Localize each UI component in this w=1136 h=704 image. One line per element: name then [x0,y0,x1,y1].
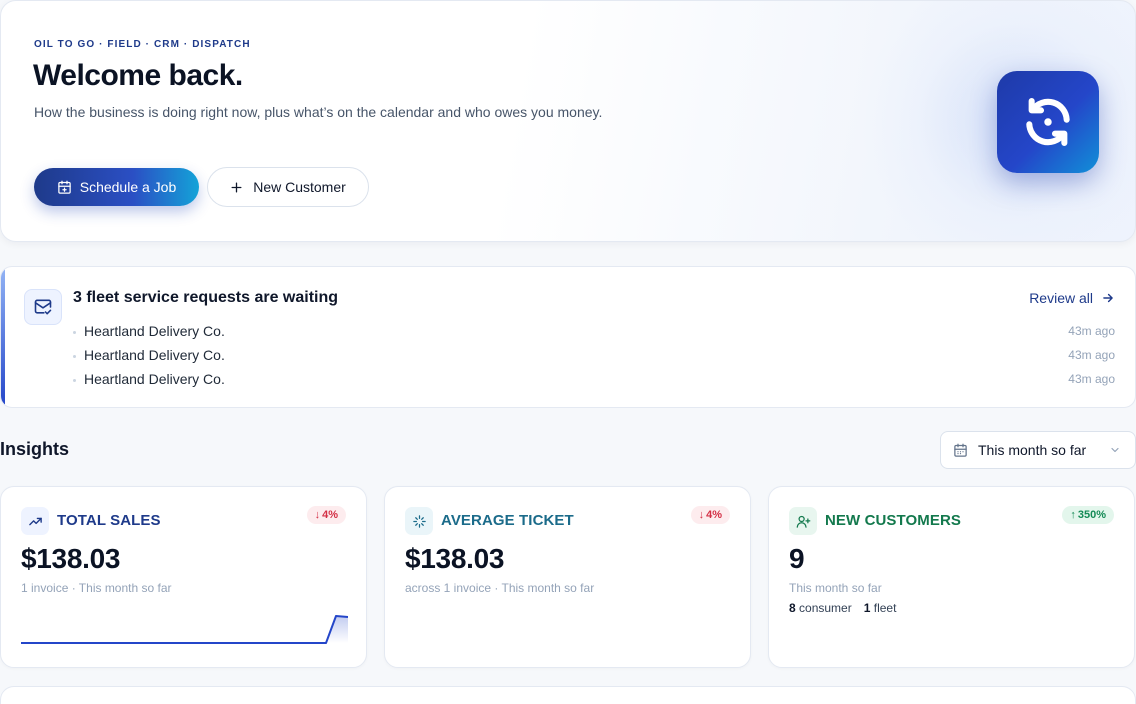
hero-subtitle: How the business is doing right now, plu… [34,104,603,120]
new-customers-value: 9 [789,543,805,574]
review-all-label: Review all [1029,290,1093,306]
new-customers-label: NEW CUSTOMERS [825,512,962,529]
requests-list: Heartland Delivery Co. 43m ago Heartland… [73,319,1115,391]
user-plus-icon [789,507,817,535]
request-time: 43m ago [1068,324,1115,338]
list-item[interactable]: Heartland Delivery Co. 43m ago [73,319,1115,343]
arrow-right-icon [1103,293,1113,303]
plus-icon [231,182,242,192]
request-customer: Heartland Delivery Co. [73,371,225,387]
total-sales-value: $138.03 [21,543,121,574]
total-sales-sub: 1 invoice · This month so far [21,581,172,595]
chevron-down-icon [1111,447,1119,453]
trending-up-icon [21,507,49,535]
new-customers-change: 350% [1077,509,1106,521]
hero-eyebrow: OIL TO GO · FIELD · CRM · DISPATCH [34,39,251,50]
total-sales-card: TOTAL SALES ↓ 4% $138.03 1 invoice · Thi… [0,486,367,668]
request-customer: Heartland Delivery Co. [73,347,225,363]
new-customers-change-badge: ↑ 350% [1062,506,1114,524]
total-sales-sparkline [21,615,348,644]
arrow-down-icon: ↓ [314,509,321,521]
sparkles-icon [405,507,433,535]
list-item[interactable]: Heartland Delivery Co. 43m ago [73,343,1115,367]
fleet-label: fleet [873,601,897,615]
average-ticket-label: AVERAGE TICKET [441,512,574,529]
average-ticket-value: $138.03 [405,543,505,574]
average-ticket-change: 4% [706,509,722,521]
consumer-count: 8 [789,601,796,615]
date-range-value: This month so far [978,442,1087,458]
date-range-select[interactable]: This month so far [940,431,1136,469]
average-ticket-sub: across 1 invoice · This month so far [405,581,595,595]
new-customer-label: New Customer [253,179,346,195]
new-customers-breakdown: 8 consumer 1 fleet [789,601,896,615]
average-ticket-change-badge: ↓ 4% [690,506,730,524]
sync-icon [997,71,1099,173]
next-section-card [0,686,1136,704]
request-customer: Heartland Delivery Co. [73,323,225,339]
consumer-breakdown: 8 consumer [789,601,852,615]
calendar-icon [954,443,967,457]
arrow-up-icon: ↑ [1070,509,1076,521]
fleet-count: 1 [863,601,871,615]
request-time: 43m ago [1068,348,1115,362]
request-time: 43m ago [1068,372,1115,386]
calendar-plus-icon [57,180,71,194]
average-ticket-card: AVERAGE TICKET ↓ 4% $138.03 across 1 inv… [384,486,751,668]
schedule-job-button[interactable]: Schedule a Job [34,168,199,206]
new-customer-button[interactable]: New Customer [207,167,369,207]
schedule-job-label: Schedule a Job [79,179,177,195]
total-sales-label: TOTAL SALES [57,512,161,529]
arrow-down-icon: ↓ [698,509,705,521]
fleet-breakdown: 1 fleet [864,601,897,615]
total-sales-change: 4% [322,509,338,521]
insights-heading: Insights [0,439,70,459]
new-customers-card: NEW CUSTOMERS ↑ 350% 9 This month so far… [768,486,1135,668]
welcome-hero: OIL TO GO · FIELD · CRM · DISPATCH Welco… [0,0,1136,242]
review-all-link[interactable]: Review all [1029,290,1115,306]
page-title: Welcome back. [33,59,243,92]
total-sales-change-badge: ↓ 4% [306,506,346,524]
list-item[interactable]: Heartland Delivery Co. 43m ago [73,367,1115,391]
new-customers-sub: This month so far [789,581,882,595]
mail-check-icon [24,289,62,325]
consumer-label: consumer [799,601,852,615]
requests-title: 3 fleet service requests are waiting [73,289,339,306]
fleet-requests-panel: 3 fleet service requests are waiting Rev… [0,266,1136,408]
